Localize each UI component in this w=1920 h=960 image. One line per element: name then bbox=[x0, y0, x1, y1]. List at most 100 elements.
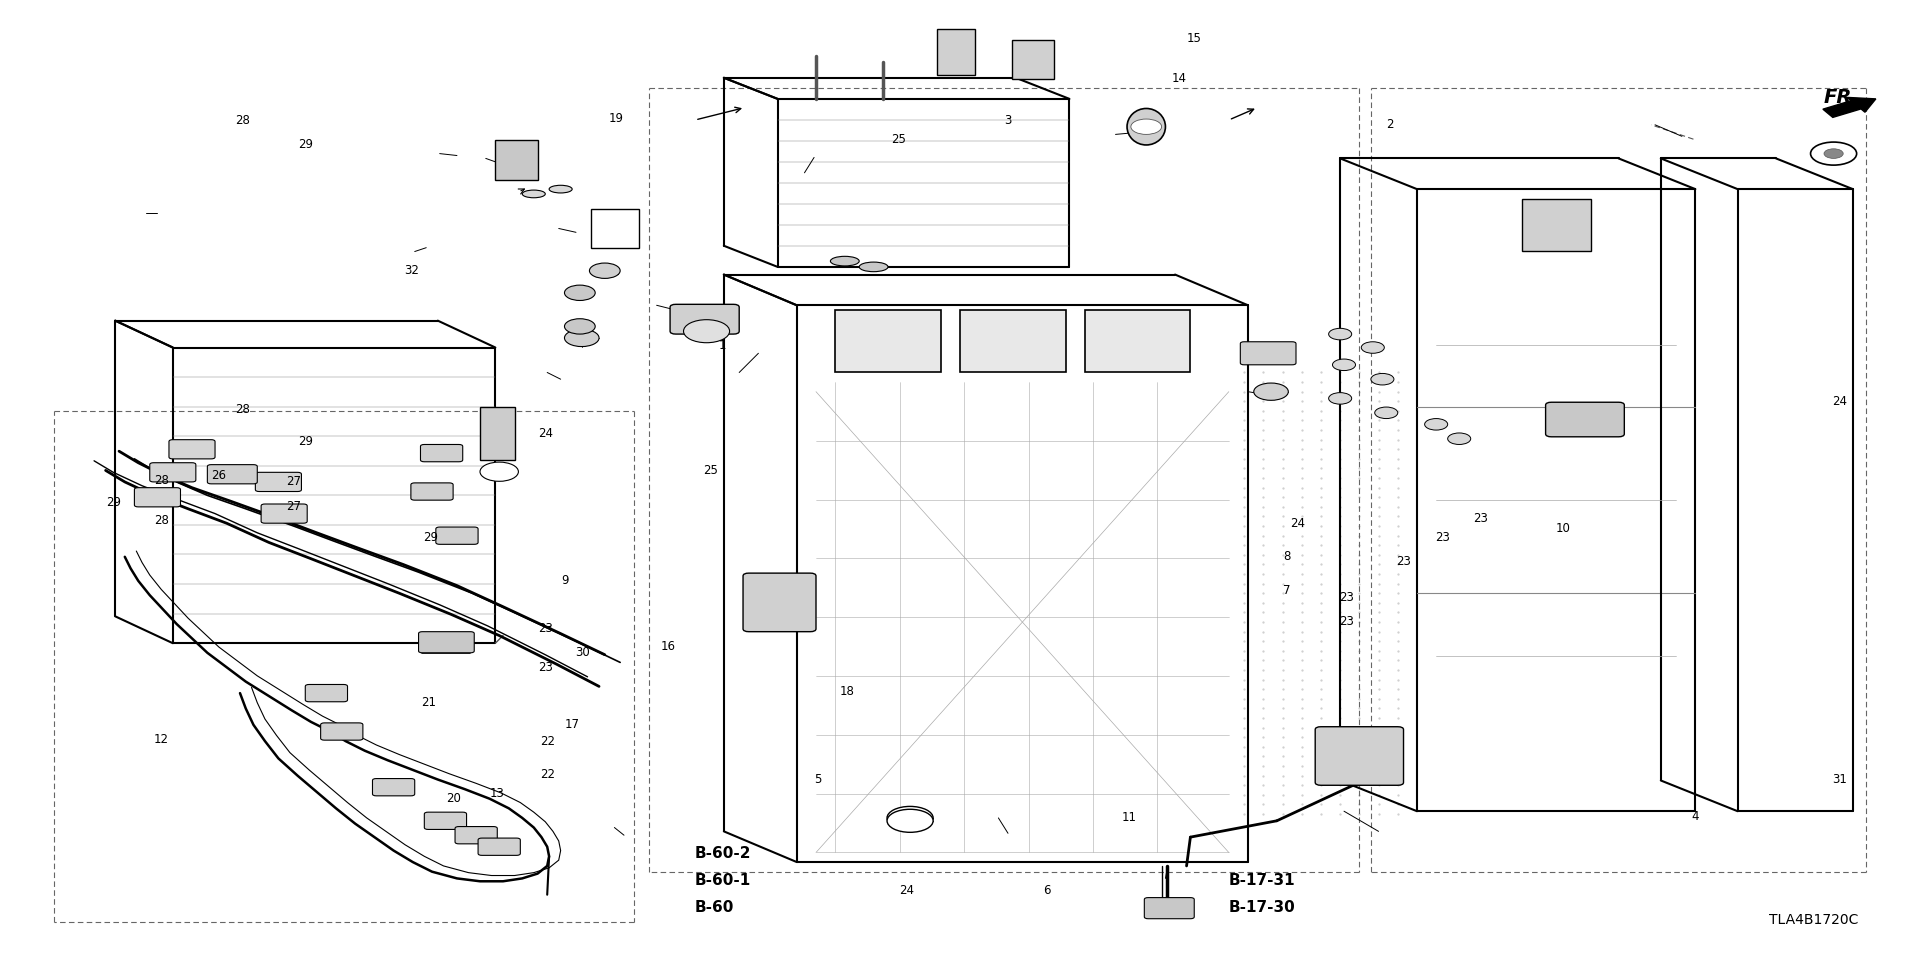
Text: 28: 28 bbox=[154, 514, 169, 527]
Bar bbox=[960, 310, 1066, 372]
FancyBboxPatch shape bbox=[255, 472, 301, 492]
Text: 13: 13 bbox=[490, 787, 505, 801]
Text: 21: 21 bbox=[420, 696, 436, 709]
Ellipse shape bbox=[829, 256, 858, 266]
Text: B-17-30: B-17-30 bbox=[1229, 900, 1296, 915]
Circle shape bbox=[1371, 373, 1394, 385]
FancyBboxPatch shape bbox=[150, 463, 196, 482]
Text: TLA4B1720C: TLA4B1720C bbox=[1768, 913, 1859, 926]
Text: 22: 22 bbox=[540, 734, 555, 748]
Text: 11: 11 bbox=[1121, 811, 1137, 825]
Text: 8: 8 bbox=[1283, 550, 1290, 564]
Text: 5: 5 bbox=[814, 773, 822, 786]
Text: 3: 3 bbox=[1004, 113, 1012, 127]
Text: 31: 31 bbox=[1832, 773, 1847, 786]
Bar bbox=[937, 29, 975, 75]
FancyBboxPatch shape bbox=[134, 488, 180, 507]
Text: 23: 23 bbox=[1338, 614, 1354, 628]
Circle shape bbox=[480, 462, 518, 481]
Text: 4: 4 bbox=[1692, 809, 1699, 823]
FancyBboxPatch shape bbox=[420, 444, 463, 462]
Circle shape bbox=[564, 285, 595, 300]
FancyBboxPatch shape bbox=[670, 304, 739, 334]
Text: 14: 14 bbox=[1171, 72, 1187, 85]
FancyBboxPatch shape bbox=[169, 440, 215, 459]
Text: 23: 23 bbox=[538, 622, 553, 636]
Bar bbox=[835, 310, 941, 372]
Ellipse shape bbox=[860, 262, 887, 272]
Text: 29: 29 bbox=[298, 435, 313, 448]
Text: 20: 20 bbox=[445, 792, 461, 805]
Ellipse shape bbox=[522, 190, 545, 198]
FancyBboxPatch shape bbox=[305, 684, 348, 702]
Text: 15: 15 bbox=[1187, 32, 1202, 45]
FancyArrow shape bbox=[1822, 97, 1876, 117]
FancyBboxPatch shape bbox=[419, 632, 474, 653]
Text: 26: 26 bbox=[211, 468, 227, 482]
FancyBboxPatch shape bbox=[1315, 727, 1404, 785]
Bar bbox=[1085, 310, 1190, 372]
Text: 23: 23 bbox=[1338, 590, 1354, 604]
Circle shape bbox=[1361, 342, 1384, 353]
Bar bbox=[591, 209, 639, 248]
Circle shape bbox=[1332, 359, 1356, 371]
Circle shape bbox=[1824, 149, 1843, 158]
Ellipse shape bbox=[1127, 108, 1165, 145]
Text: 23: 23 bbox=[1473, 512, 1488, 525]
Circle shape bbox=[1131, 119, 1162, 134]
Bar bbox=[480, 407, 515, 460]
FancyBboxPatch shape bbox=[436, 527, 478, 544]
Text: 29: 29 bbox=[298, 137, 313, 151]
Text: 19: 19 bbox=[609, 111, 624, 125]
Text: 28: 28 bbox=[234, 113, 250, 127]
Text: 28: 28 bbox=[154, 473, 169, 487]
Circle shape bbox=[564, 329, 599, 347]
FancyBboxPatch shape bbox=[207, 465, 257, 484]
Text: 24: 24 bbox=[538, 427, 553, 441]
Circle shape bbox=[887, 809, 933, 832]
FancyBboxPatch shape bbox=[424, 812, 467, 829]
FancyBboxPatch shape bbox=[321, 723, 363, 740]
Text: B-60-1: B-60-1 bbox=[695, 873, 751, 888]
Circle shape bbox=[1425, 419, 1448, 430]
FancyBboxPatch shape bbox=[261, 504, 307, 523]
Text: 24: 24 bbox=[1832, 395, 1847, 408]
Ellipse shape bbox=[549, 185, 572, 193]
FancyBboxPatch shape bbox=[455, 827, 497, 844]
Text: 12: 12 bbox=[154, 732, 169, 746]
Text: FR.: FR. bbox=[1824, 88, 1860, 108]
Circle shape bbox=[887, 806, 933, 829]
Text: 24: 24 bbox=[1290, 516, 1306, 530]
FancyBboxPatch shape bbox=[478, 838, 520, 855]
Text: 7: 7 bbox=[1283, 584, 1290, 597]
Text: 2: 2 bbox=[1386, 118, 1394, 132]
FancyBboxPatch shape bbox=[1144, 898, 1194, 919]
Text: 9: 9 bbox=[561, 574, 568, 588]
Circle shape bbox=[564, 319, 595, 334]
Text: B-60: B-60 bbox=[695, 900, 735, 915]
Text: 27: 27 bbox=[286, 500, 301, 514]
Text: 32: 32 bbox=[403, 264, 419, 277]
Text: 22: 22 bbox=[540, 768, 555, 781]
Text: B-17-31: B-17-31 bbox=[1229, 873, 1296, 888]
Text: 18: 18 bbox=[839, 684, 854, 698]
Text: B-60-2: B-60-2 bbox=[695, 846, 751, 861]
Circle shape bbox=[1329, 328, 1352, 340]
Text: 23: 23 bbox=[1396, 555, 1411, 568]
Text: 10: 10 bbox=[1555, 521, 1571, 535]
Text: 29: 29 bbox=[106, 495, 121, 509]
FancyBboxPatch shape bbox=[372, 779, 415, 796]
FancyBboxPatch shape bbox=[1240, 342, 1296, 365]
Text: 27: 27 bbox=[286, 475, 301, 489]
Text: 30: 30 bbox=[574, 646, 589, 660]
Circle shape bbox=[1329, 393, 1352, 404]
Text: 25: 25 bbox=[891, 132, 906, 146]
Text: 28: 28 bbox=[234, 403, 250, 417]
Circle shape bbox=[589, 263, 620, 278]
Circle shape bbox=[1448, 433, 1471, 444]
Circle shape bbox=[1811, 142, 1857, 165]
Circle shape bbox=[1254, 383, 1288, 400]
Text: 17: 17 bbox=[564, 718, 580, 732]
Bar bbox=[1521, 199, 1590, 252]
Text: 23: 23 bbox=[1434, 531, 1450, 544]
